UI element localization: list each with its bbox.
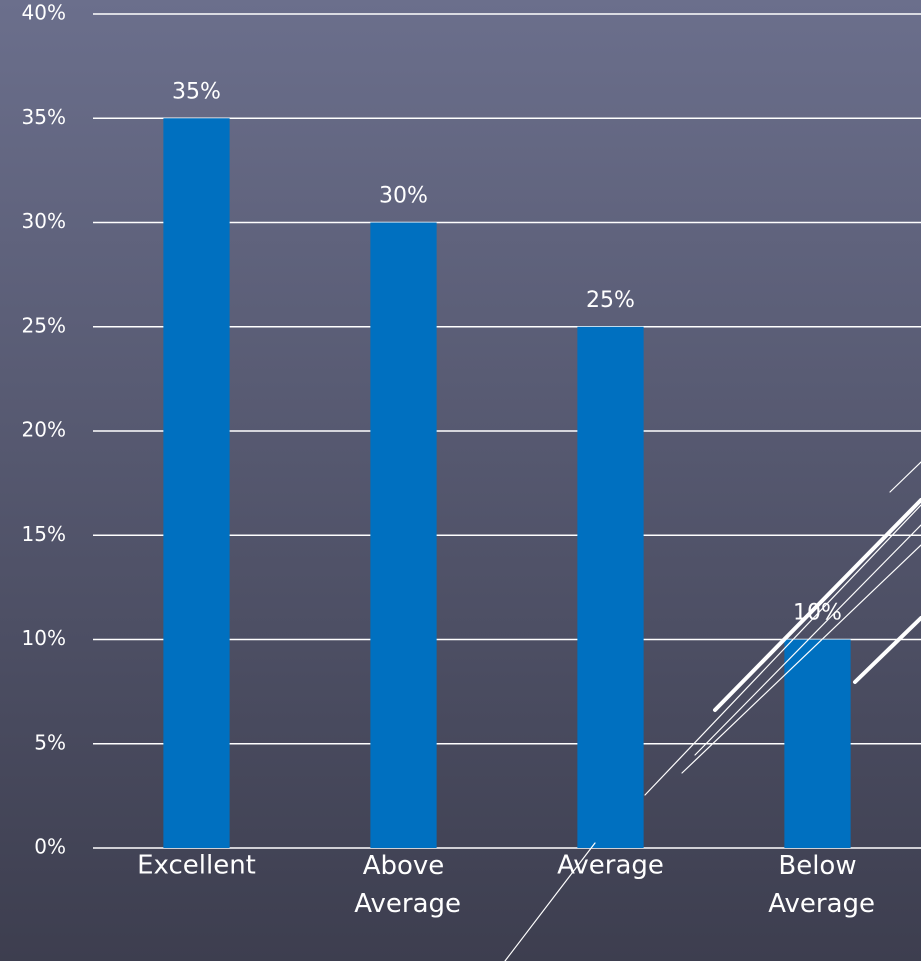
y-tick-label: 10% xyxy=(22,626,66,650)
y-tick-label: 25% xyxy=(22,313,66,337)
data-label: 30% xyxy=(379,184,428,209)
x-tick-label: Average xyxy=(557,851,664,881)
bar xyxy=(370,222,437,848)
deco-line xyxy=(681,544,921,774)
x-tick-label: Above Average xyxy=(346,851,461,919)
y-tick-label: 40% xyxy=(22,1,66,25)
y-tick-label: 35% xyxy=(22,105,66,129)
y-tick-label: 0% xyxy=(34,835,66,859)
x-tick-label: Below Average xyxy=(760,851,875,919)
y-tick-label: 20% xyxy=(22,418,66,442)
x-tick-label: Excellent xyxy=(137,851,256,881)
y-tick-label: 15% xyxy=(22,522,66,546)
deco-line xyxy=(694,524,921,756)
decoration xyxy=(504,461,921,961)
deco-line xyxy=(644,504,921,796)
y-tick-label: 30% xyxy=(22,209,66,233)
deco-line xyxy=(504,842,596,961)
bar xyxy=(163,118,230,848)
bar xyxy=(784,639,851,848)
bar xyxy=(577,326,644,848)
y-tick-label: 5% xyxy=(34,730,66,754)
deco-line xyxy=(889,461,921,493)
data-label: 25% xyxy=(586,288,635,313)
data-label: 10% xyxy=(793,601,842,626)
data-label: 35% xyxy=(172,79,221,104)
deco-line xyxy=(713,498,921,712)
deco-line xyxy=(853,616,921,684)
